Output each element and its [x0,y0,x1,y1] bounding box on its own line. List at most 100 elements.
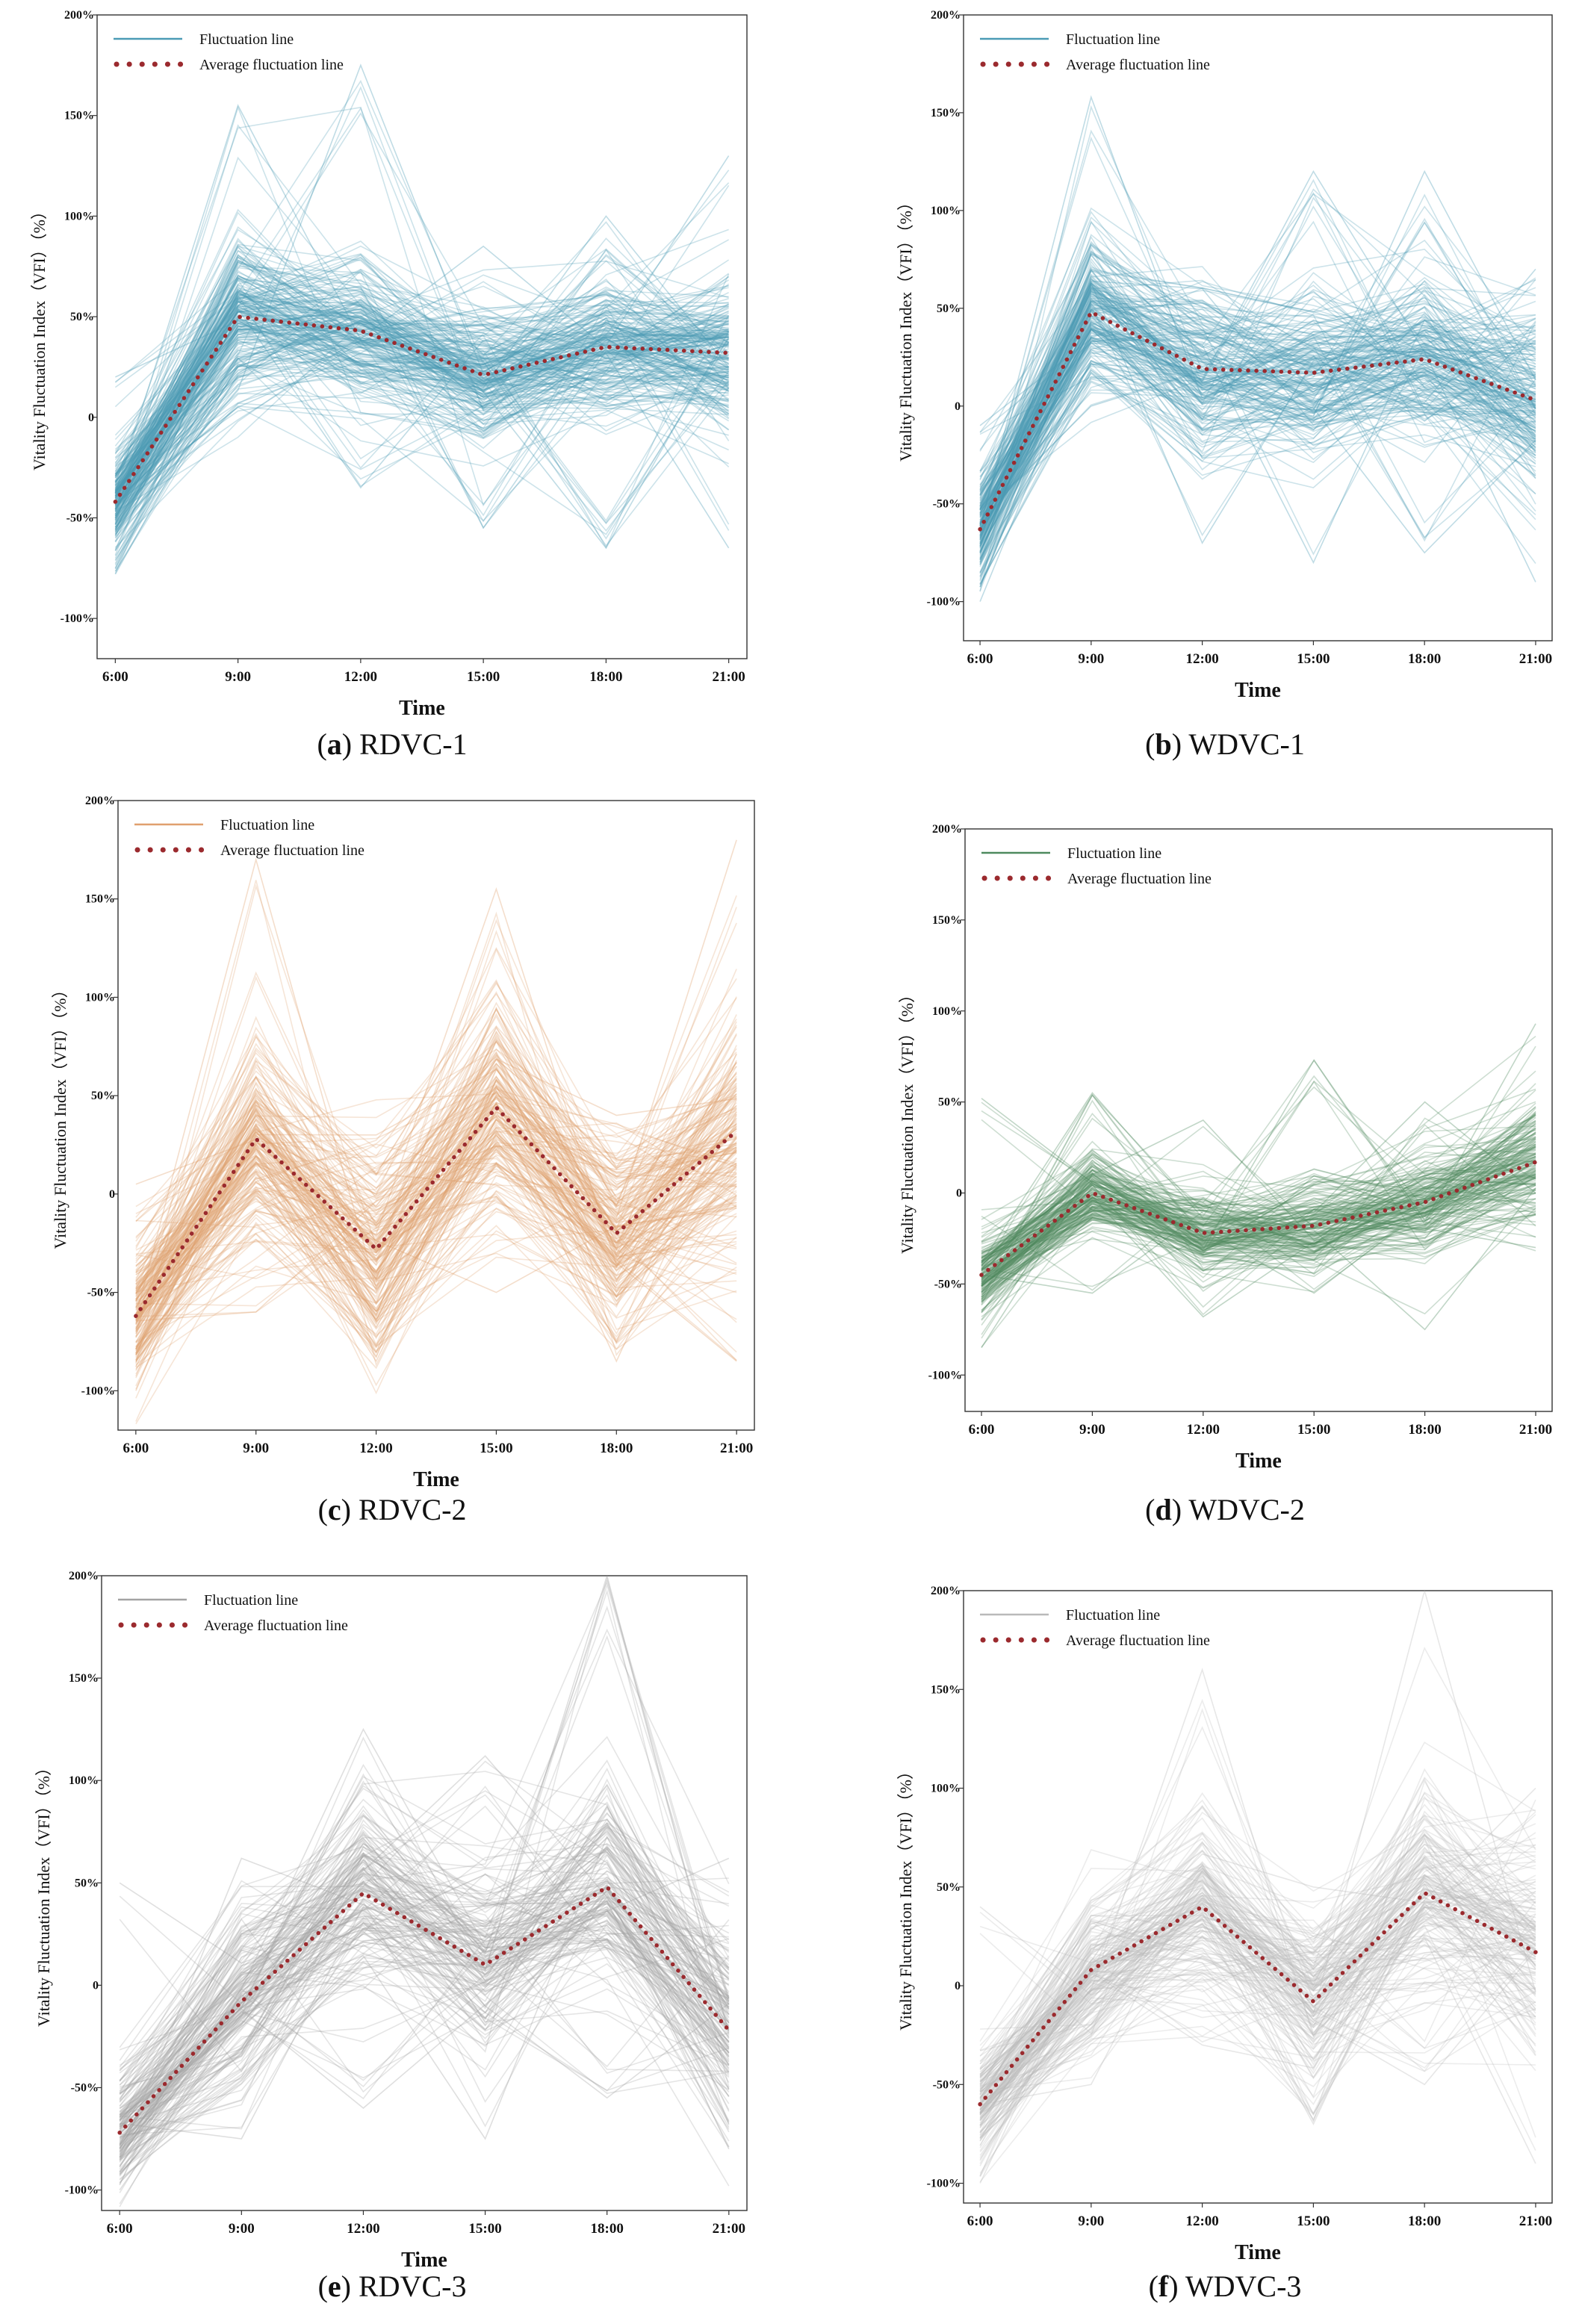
fluctuation-line [979,1925,1536,2178]
fluctuation-line [114,291,729,491]
fluctuation-line [979,343,1536,550]
fluctuation-line [114,309,729,537]
fluctuation-line [135,1129,737,1379]
fluctuation-line [979,282,1536,582]
fluctuation-line [979,1896,1536,2115]
fluctuation-line [979,1811,1536,2079]
fluctuation-line [979,252,1536,547]
fluctuation-line [979,1874,1536,2114]
fluctuation-line [135,1113,737,1308]
fluctuation-line [119,1867,730,2125]
fluctuation-line [979,342,1536,433]
fluctuation-line [979,136,1536,526]
caption-name: WDVC-3 [1185,2269,1302,2303]
fluctuation-line [981,1173,1536,1298]
fluctuation-line [979,379,1536,526]
fluctuation-line [979,205,1536,529]
fluctuation-line [135,1040,737,1302]
fluctuation-line [114,104,729,494]
fluctuation-line [114,275,729,499]
fluctuation-line [135,1158,737,1341]
fluctuation-line [114,375,729,535]
fluctuation-line [119,1868,730,2171]
fluctuation-line [979,1864,1536,2090]
fluctuation-line [979,1837,1536,2116]
fluctuation-line [114,155,730,482]
fluctuation-line [119,1880,730,2119]
fluctuation-line [981,1169,1536,1335]
fluctuation-line [119,1848,729,2172]
legend-fluctuation-label: Fluctuation line [1067,845,1161,862]
fluctuation-line [981,1191,1536,1287]
y-axis-label: Vitality Fluctuation Index（VFI）（%） [34,1759,53,2027]
fluctuation-line [981,1174,1536,1283]
fluctuation-line [981,1098,1536,1256]
fluctuation-line [981,1152,1536,1298]
fluctuation-line [979,1814,1536,2132]
fluctuation-line [135,1111,737,1366]
fluctuation-line [119,1886,730,2141]
fluctuation-line [135,1092,737,1328]
fluctuation-line [135,1132,737,1395]
fluctuation-line [979,1860,1536,2137]
fluctuation-line [119,1955,730,2149]
fluctuation-line [981,1146,1536,1303]
y-tick-label: 50% [937,302,961,315]
fluctuation-line [979,1889,1536,2111]
fluctuation-line [119,1895,730,2162]
fluctuation-line [119,1767,730,2146]
fluctuation-line [979,1698,1536,2075]
fluctuation-line [114,275,729,476]
fluctuation-line [119,1812,730,2072]
fluctuation-line [979,326,1536,502]
fluctuation-line [114,317,729,529]
fluctuation-line [979,356,1536,529]
fluctuation-line [979,1879,1536,2101]
fluctuation-line [981,1113,1536,1281]
fluctuation-line [135,1166,737,1425]
fluctuation-line [114,360,729,486]
fluctuation-line [119,1861,730,2107]
fluctuation-line [979,1902,1536,2164]
fluctuation-line [979,332,1536,538]
fluctuation-line [114,312,730,513]
fluctuation-line [979,1908,1536,2164]
y-axis-label: Vitality Fluctuation Index（VFI）（%） [898,987,916,1254]
fluctuation-line [114,304,729,529]
fluctuation-line [114,289,729,519]
fluctuation-line [114,293,730,510]
fluctuation-line [119,1886,730,2158]
fluctuation-line [114,63,729,532]
fluctuation-line [979,1768,1536,2063]
fluctuation-line [135,1103,737,1332]
fluctuation-line [120,1846,729,2088]
x-tick-label: 9:00 [1078,2213,1104,2229]
fluctuation-line [979,1844,1536,2095]
fluctuation-line [119,1867,730,2151]
fluctuation-line [119,1628,730,2134]
fluctuation-line [119,1852,730,2145]
y-tick-label: 100% [932,1005,962,1018]
fluctuation-line [981,1070,1536,1291]
x-tick-label: 9:00 [229,2221,255,2237]
fluctuation-line [979,330,1536,584]
x-tick-label: 21:00 [713,2221,745,2237]
fluctuation-line [135,1016,737,1330]
fluctuation-line [979,1726,1536,2127]
fluctuation-line [979,1883,1536,2153]
fluctuation-line [979,276,1536,508]
fluctuation-line [981,1208,1536,1301]
fluctuation-line [119,1938,730,2161]
fluctuation-line [114,391,729,528]
fluctuation-line [979,1854,1536,2121]
fluctuation-line [114,299,729,512]
fluctuation-line [119,1798,730,2082]
x-tick-label: 18:00 [600,1441,633,1456]
fluctuation-line [114,287,729,474]
x-tick-label: 9:00 [243,1441,269,1456]
fluctuation-line [979,1865,1536,2113]
fluctuation-line [114,314,729,492]
fluctuation-line [135,1147,737,1321]
fluctuation-line [981,1110,1536,1239]
